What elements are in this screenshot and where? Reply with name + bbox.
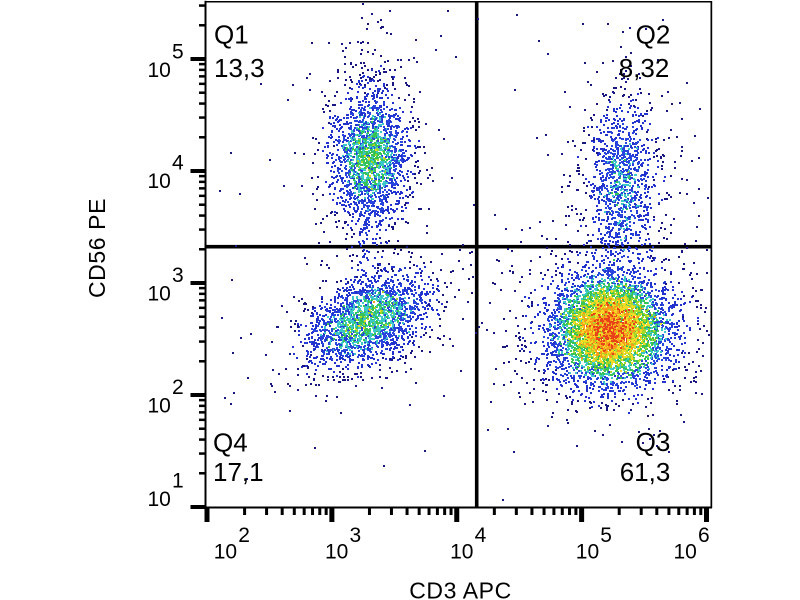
svg-text:10: 10 — [214, 540, 237, 563]
svg-text:10: 10 — [576, 540, 599, 563]
svg-text:17,1: 17,1 — [213, 457, 264, 487]
svg-text:10: 10 — [325, 540, 348, 563]
svg-text:6: 6 — [698, 524, 710, 547]
svg-text:10: 10 — [148, 488, 171, 511]
svg-text:Q1: Q1 — [214, 20, 249, 50]
svg-text:10: 10 — [148, 170, 171, 193]
svg-text:Q2: Q2 — [636, 20, 671, 50]
svg-text:CD3 APC: CD3 APC — [409, 578, 512, 600]
svg-text:Q4: Q4 — [213, 428, 248, 458]
svg-text:4: 4 — [172, 152, 184, 175]
svg-text:61,3: 61,3 — [620, 457, 671, 487]
svg-text:2: 2 — [238, 524, 250, 547]
svg-text:CD56 PE: CD56 PE — [84, 198, 110, 298]
svg-text:13,3: 13,3 — [214, 53, 265, 83]
svg-text:2: 2 — [172, 376, 184, 399]
svg-text:3: 3 — [172, 264, 184, 287]
svg-text:4: 4 — [475, 524, 487, 547]
svg-text:5: 5 — [172, 41, 184, 64]
svg-text:10: 10 — [674, 540, 697, 563]
svg-text:10: 10 — [148, 395, 171, 418]
svg-text:5: 5 — [600, 524, 612, 547]
svg-text:Q3: Q3 — [636, 427, 671, 457]
svg-text:10: 10 — [450, 540, 473, 563]
svg-text:10: 10 — [148, 283, 171, 306]
svg-text:10: 10 — [148, 59, 171, 82]
svg-text:1: 1 — [172, 470, 184, 493]
svg-text:3: 3 — [350, 524, 362, 547]
svg-text:8,32: 8,32 — [619, 53, 670, 83]
